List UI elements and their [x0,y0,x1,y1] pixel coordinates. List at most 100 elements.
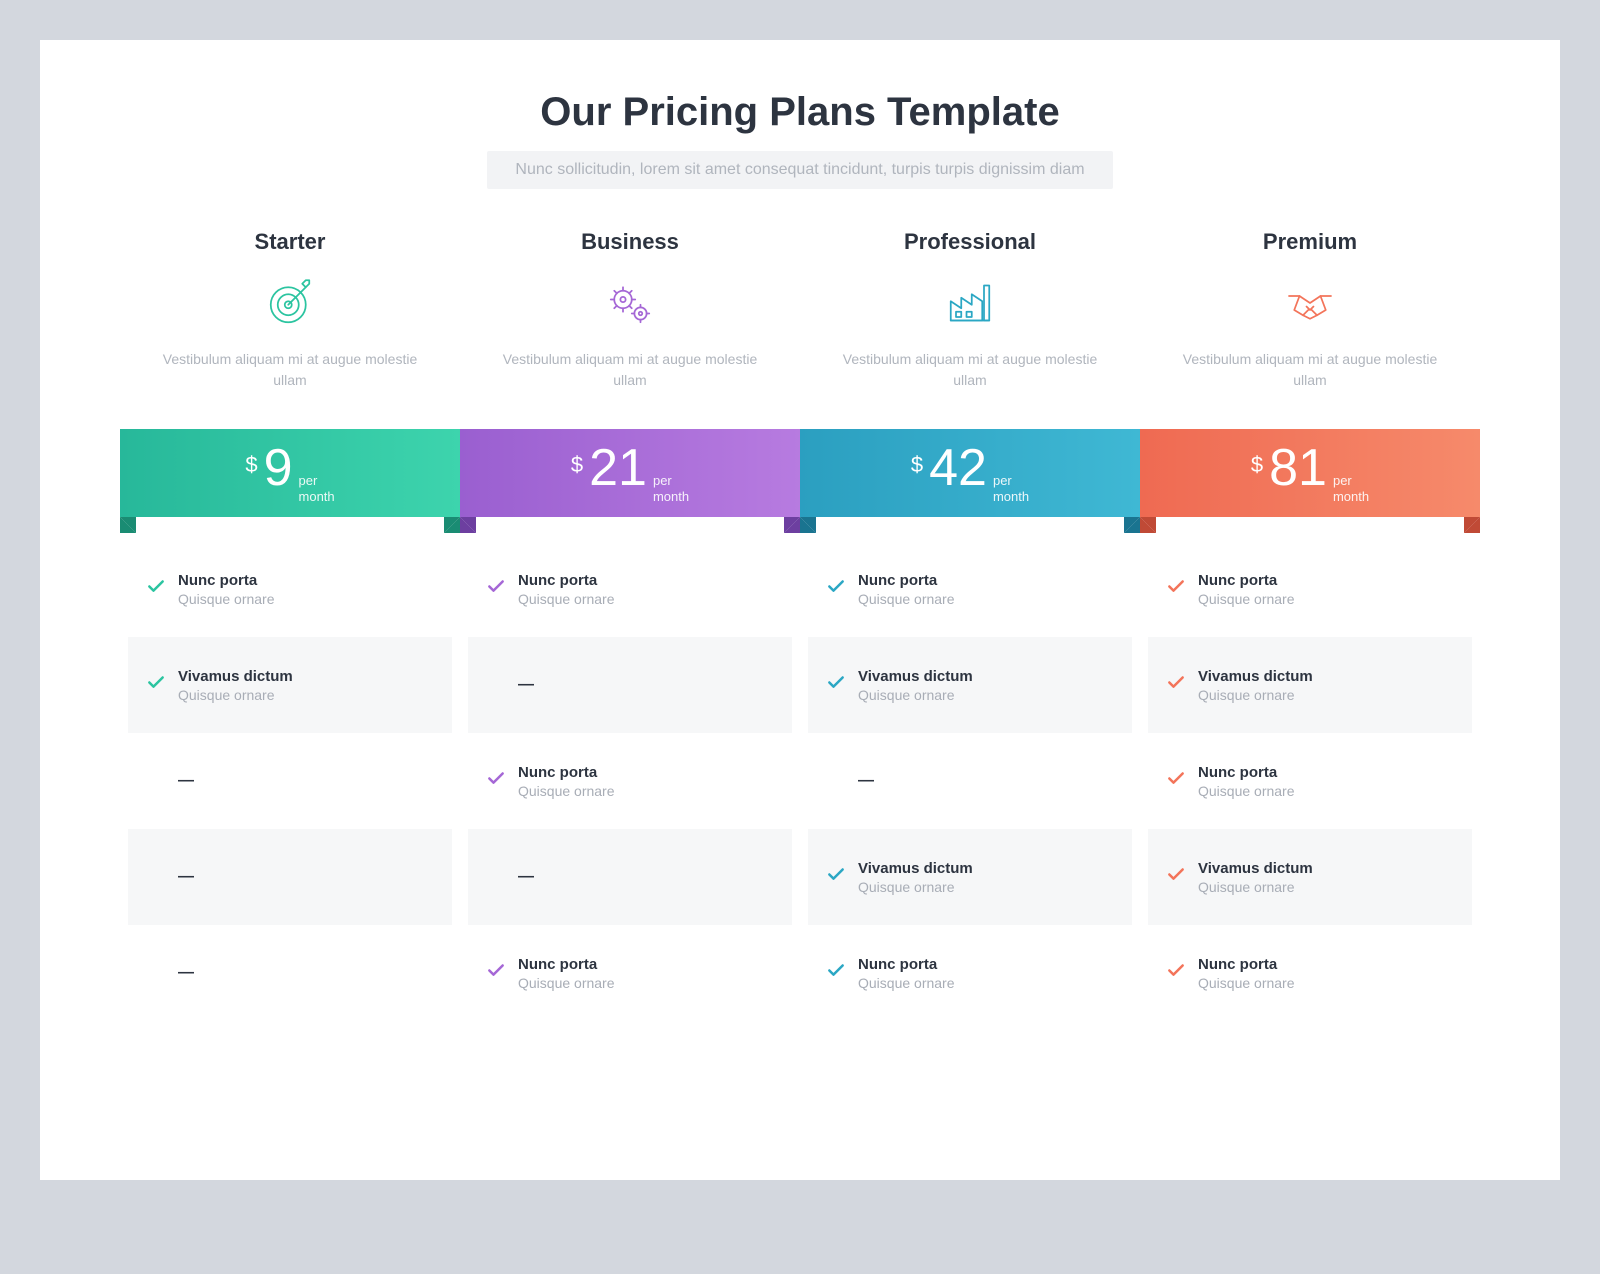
feature-row: Vivamus dictum Quisque ornare [1148,637,1472,733]
check-icon [1166,961,1186,986]
feature-list: Nunc porta Quisque ornare Vivamus dictum Qu… [1148,541,1472,1021]
feature-row: — [808,733,1132,829]
feature-subtitle: Quisque ornare [1198,783,1295,799]
feature-text: Nunc portaQuisque ornare [518,764,615,799]
gears-icon [488,273,772,333]
check-icon [1166,769,1186,794]
feature-list: Nunc portaQuisque ornareVivamus dictumQu… [808,541,1132,1021]
feature-row: Vivamus dictumQuisque ornare [1148,829,1472,925]
plan-column-business: Business Vestibulum aliquam mi at augue m… [460,229,800,1021]
plan-column-professional: ProfessionalVestibulum aliquam mi at aug… [800,229,1140,1021]
check-icon [826,673,846,698]
price-ribbon: $21permonth [460,429,800,517]
plan-header: Business Vestibulum aliquam mi at augue m… [468,229,792,411]
feature-text: Nunc porta Quisque ornare [858,572,955,607]
price-value: 21 [589,442,647,494]
feature-row: Vivamus dictum Quisque ornare [808,829,1132,925]
feature-title: Vivamus dictum [858,860,973,877]
feature-subtitle: Quisque ornare [518,975,615,991]
feature-subtitle: Quisque ornare [858,975,955,991]
feature-row: Nunc portaQuisque ornare [808,925,1132,1021]
price-currency: $ [1251,452,1263,478]
plan-header: PremiumVestibulum aliquam mi at augue mo… [1148,229,1472,411]
price-currency: $ [245,452,257,478]
feature-row: Nunc portaQuisque ornare [468,733,792,829]
feature-text: Vivamus dictum Quisque ornare [858,668,973,703]
feature-row: Vivamus dictum Quisque ornare [128,637,452,733]
check-icon [1166,577,1186,602]
feature-row: — [128,733,452,829]
feature-subtitle: Quisque ornare [1198,975,1295,991]
feature-row: Nunc portaQuisque ornare [1148,541,1472,637]
feature-missing-dash: — [518,868,534,886]
feature-subtitle: Quisque ornare [858,687,973,703]
feature-title: Nunc porta [1198,956,1295,973]
feature-subtitle: Quisque ornare [178,687,293,703]
price-ribbon: $81permonth [1140,429,1480,517]
check-icon [826,961,846,986]
feature-text: Nunc portaQuisque ornare [1198,572,1295,607]
feature-row: Vivamus dictum Quisque ornare [808,637,1132,733]
feature-subtitle: Quisque ornare [1198,687,1313,703]
check-icon [146,673,166,698]
feature-text: Vivamus dictum Quisque ornare [178,668,293,703]
check-icon [486,577,506,602]
feature-row: — [468,829,792,925]
feature-title: Vivamus dictum [1198,668,1313,685]
feature-text: Vivamus dictum Quisque ornare [858,860,973,895]
feature-text: Nunc portaQuisque ornare [518,572,615,607]
plans-grid: Starter Vestibulum aliquam mi at augue mo… [120,229,1480,1021]
page-title: Our Pricing Plans Template [120,90,1480,135]
feature-title: Nunc porta [518,764,615,781]
feature-title: Vivamus dictum [858,668,973,685]
plan-name: Premium [1168,229,1452,255]
feature-text: Nunc porta Quisque ornare [1198,764,1295,799]
plan-name: Professional [828,229,1112,255]
feature-row: — [128,925,452,1021]
feature-row: Nunc portaQuisque ornare [468,925,792,1021]
price-period: permonth [299,473,335,504]
plan-column-premium: PremiumVestibulum aliquam mi at augue mo… [1140,229,1480,1021]
check-icon [146,577,166,602]
pricing-card: Our Pricing Plans Template Nunc sollicit… [40,40,1560,1180]
feature-missing-dash: — [518,676,534,694]
feature-title: Nunc porta [1198,764,1295,781]
plan-name: Business [488,229,772,255]
feature-missing-dash: — [858,772,874,790]
price-period: permonth [653,473,689,504]
feature-row: Nunc porta Quisque ornare [1148,925,1472,1021]
feature-title: Nunc porta [178,572,275,589]
feature-subtitle: Quisque ornare [1198,591,1295,607]
feature-row: — [468,637,792,733]
feature-missing-dash: — [178,868,194,886]
feature-list: Nunc porta Quisque ornare Vivamus dictum Qu… [128,541,452,1021]
check-icon [1166,865,1186,890]
check-icon [1166,673,1186,698]
price-currency: $ [911,452,923,478]
feature-row: Nunc portaQuisque ornare [468,541,792,637]
feature-subtitle: Quisque ornare [1198,879,1313,895]
check-icon [486,769,506,794]
feature-text: Nunc portaQuisque ornare [518,956,615,991]
feature-row: Nunc porta Quisque ornare [808,541,1132,637]
feature-row: Nunc porta Quisque ornare [128,541,452,637]
feature-title: Nunc porta [858,572,955,589]
feature-subtitle: Quisque ornare [858,591,955,607]
header: Our Pricing Plans Template Nunc sollicit… [120,90,1480,189]
feature-subtitle: Quisque ornare [858,879,973,895]
feature-subtitle: Quisque ornare [178,591,275,607]
feature-missing-dash: — [178,772,194,790]
check-icon [826,865,846,890]
price-value: 9 [264,442,293,494]
plan-description: Vestibulum aliquam mi at augue molestie … [488,349,772,391]
feature-title: Vivamus dictum [178,668,293,685]
feature-missing-dash: — [178,964,194,982]
price-ribbon: $9permonth [120,429,460,517]
feature-text: Vivamus dictum Quisque ornare [1198,668,1313,703]
price-period: permonth [993,473,1029,504]
check-icon [486,961,506,986]
feature-subtitle: Quisque ornare [518,591,615,607]
plan-name: Starter [148,229,432,255]
check-icon [826,577,846,602]
factory-icon [828,273,1112,333]
